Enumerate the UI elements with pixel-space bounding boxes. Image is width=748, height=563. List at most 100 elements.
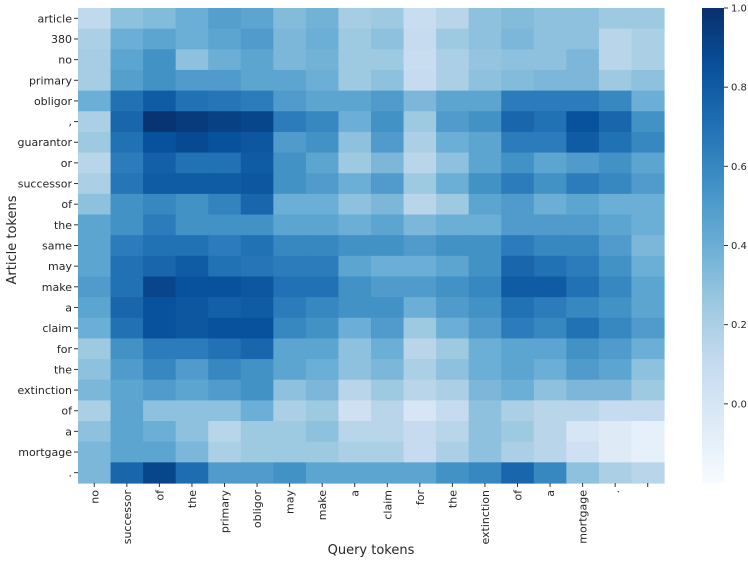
heatmap-cell — [533, 359, 567, 381]
heatmap-cell — [240, 297, 274, 319]
heatmap-cell — [566, 421, 600, 443]
heatmap-cell — [566, 379, 600, 401]
heatmap-cell — [501, 338, 535, 360]
heatmap-cell — [533, 235, 567, 257]
heatmap-cell — [175, 90, 209, 112]
heatmap-cell — [240, 111, 274, 133]
heatmap-cell — [305, 297, 340, 319]
heatmap-cell — [78, 359, 112, 381]
heatmap-cell — [403, 462, 437, 484]
x-tick-labels: no successor of the primary obligor may make a cl… — [88, 483, 649, 545]
heatmap-cell — [78, 462, 112, 484]
heatmap-cell — [598, 193, 633, 216]
heatmap-cell — [501, 131, 535, 154]
heatmap-cell — [566, 90, 600, 112]
heatmap-cell — [533, 421, 567, 443]
heatmap-cell — [338, 421, 372, 443]
heatmap-cell — [631, 297, 665, 319]
heatmap-cell — [305, 338, 340, 360]
heatmap-cell — [566, 297, 600, 319]
heatmap-cell — [566, 338, 600, 360]
heatmap-cell — [143, 28, 177, 50]
heatmap-cell — [273, 214, 307, 236]
heatmap-cell — [631, 90, 665, 112]
heatmap-cell — [598, 214, 633, 236]
heatmap-cell — [403, 255, 437, 278]
heatmap-cell — [143, 49, 177, 71]
y-tick-label: a — [65, 301, 72, 314]
heatmap-cell — [436, 421, 470, 443]
x-tick-label: a — [544, 490, 557, 497]
heatmap-cell — [305, 276, 340, 298]
heatmap-cell — [143, 193, 177, 216]
heatmap-cell — [175, 400, 209, 422]
heatmap-cell — [240, 441, 274, 463]
heatmap-cell — [598, 131, 633, 154]
heatmap-cell — [436, 400, 470, 422]
x-tick-label: . — [609, 490, 622, 494]
heatmap-cell — [631, 49, 665, 71]
y-tick-label: a — [65, 425, 72, 438]
heatmap-cell — [533, 28, 567, 50]
heatmap-cell — [305, 400, 340, 422]
heatmap-cell — [533, 111, 567, 133]
heatmap-cell — [631, 255, 665, 278]
heatmap-cell — [501, 214, 535, 236]
x-tick-label: obligor — [251, 490, 264, 529]
heatmap-cell — [631, 235, 665, 257]
y-tick-label: primary — [29, 74, 73, 87]
heatmap-cell — [501, 421, 535, 443]
y-tick-label: article — [37, 12, 72, 25]
heatmap-cell — [598, 359, 633, 381]
heatmap-cell — [273, 462, 307, 484]
heatmap-cell — [436, 214, 470, 236]
heatmap-cell — [240, 276, 274, 298]
heatmap-cell — [403, 317, 437, 340]
heatmap-cell — [208, 338, 242, 360]
heatmap-cell — [240, 379, 274, 401]
heatmap-cell — [240, 49, 274, 71]
heatmap-cell — [598, 400, 633, 422]
heatmap-cell — [403, 379, 437, 401]
heatmap-cell — [208, 49, 242, 71]
heatmap-cell — [533, 8, 567, 30]
heatmap-cell — [501, 255, 535, 278]
heatmap-cell — [403, 173, 437, 195]
heatmap-cell — [501, 173, 535, 195]
heatmap-cell — [436, 49, 470, 71]
heatmap-cell — [631, 462, 665, 484]
heatmap-cells — [78, 8, 665, 484]
heatmap-cell — [338, 359, 372, 381]
heatmap-cell — [78, 8, 112, 30]
heatmap-cell — [501, 152, 535, 174]
heatmap-cell — [338, 152, 372, 174]
heatmap-cell — [436, 193, 470, 216]
heatmap-cell — [598, 338, 633, 360]
heatmap-cell — [436, 152, 470, 174]
heatmap-cell — [273, 338, 307, 360]
heatmap-cell — [175, 462, 209, 484]
heatmap-cell — [143, 379, 177, 401]
heatmap-cell — [143, 441, 177, 463]
heatmap-cell — [110, 421, 144, 443]
heatmap-cell — [631, 214, 665, 236]
heatmap-cell — [631, 28, 665, 50]
heatmap-cell — [501, 193, 535, 216]
heatmap-cell — [208, 255, 242, 278]
heatmap-cell — [143, 131, 177, 154]
heatmap-cell — [533, 400, 567, 422]
heatmap-cell — [468, 441, 502, 463]
heatmap-cell — [501, 379, 535, 401]
heatmap-cell — [371, 255, 405, 278]
heatmap-cell — [110, 49, 144, 71]
x-tick-label: extinction — [479, 490, 492, 545]
heatmap-cell — [143, 317, 177, 340]
heatmap-cell — [240, 152, 274, 174]
heatmap-cell — [110, 400, 144, 422]
heatmap-cell — [208, 441, 242, 463]
heatmap-cell — [533, 90, 567, 112]
heatmap-cell — [305, 359, 340, 381]
heatmap-cell — [403, 131, 437, 154]
heatmap-cell — [501, 111, 535, 133]
heatmap-cell — [631, 421, 665, 443]
